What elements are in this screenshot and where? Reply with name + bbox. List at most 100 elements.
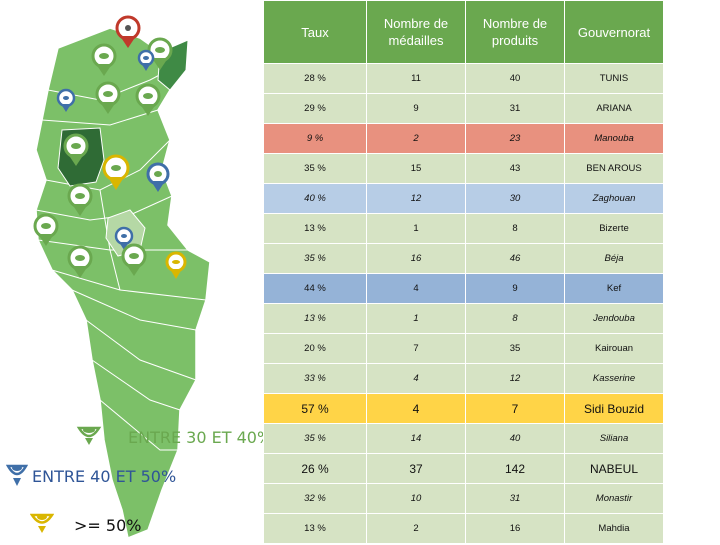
cell-gouvernorat: Mahdia	[564, 513, 664, 544]
table-body: 28 % 11 40 TUNIS 29 % 9 31 ARIANA 9 % 2 23 Manouba 3…	[263, 63, 664, 544]
green-pin-icon	[76, 422, 102, 452]
col-header-label: Nombre de produits	[482, 16, 548, 48]
green-pin-icon	[135, 83, 161, 116]
cell-taux: 32 %	[263, 483, 367, 514]
cell-gouvernorat: Kef	[564, 273, 664, 304]
map-pins	[33, 15, 187, 279]
cell-gouvernorat: ARIANA	[564, 93, 664, 124]
blue-pin-icon	[5, 460, 29, 492]
green-pin-icon	[91, 43, 117, 76]
cell-medailles: 2	[366, 513, 466, 544]
cell-gouvernorat: BEN AROUS	[564, 153, 664, 184]
cell-gouvernorat: Béja	[564, 243, 664, 274]
table-row: 9 % 2 23 Manouba	[263, 123, 664, 154]
cell-gouvernorat: Manouba	[564, 123, 664, 154]
red-pin-icon	[115, 15, 141, 48]
cell-produits: 23	[465, 123, 565, 154]
yellow-pin-icon	[102, 154, 130, 190]
cell-gouvernorat: Kasserine	[564, 363, 664, 394]
blue-pin-icon	[146, 162, 170, 192]
tunisia-map-svg	[33, 15, 211, 540]
cell-taux: 35 %	[263, 153, 367, 184]
cell-gouvernorat: Kairouan	[564, 333, 664, 364]
yellow-pin-icon	[29, 510, 55, 540]
cell-taux: 44 %	[263, 273, 367, 304]
cell-produits: 8	[465, 303, 565, 334]
cell-produits: 31	[465, 483, 565, 514]
green-pin-icon	[67, 245, 93, 278]
legend-label: ENTRE 40 ET 50%	[32, 466, 177, 486]
cell-taux: 20 %	[263, 333, 367, 364]
green-pin-icon	[95, 81, 121, 114]
table-row: 28 % 11 40 TUNIS	[263, 63, 664, 94]
col-header-medailles: Nombre de médailles	[366, 0, 466, 64]
cell-gouvernorat: Bizerte	[564, 213, 664, 244]
legend-label: >= 50%	[74, 515, 142, 535]
legend-item-40-50: ENTRE 40 ET 50%	[5, 460, 177, 492]
cell-produits: 9	[465, 273, 565, 304]
cell-produits: 40	[465, 423, 565, 454]
cell-produits: 31	[465, 93, 565, 124]
cell-gouvernorat: Jendouba	[564, 303, 664, 334]
col-header-taux: Taux	[263, 0, 367, 64]
cell-taux: 13 %	[263, 513, 367, 544]
cell-produits: 16	[465, 513, 565, 544]
table-row: 44 % 4 9 Kef	[263, 273, 664, 304]
cell-gouvernorat: Sidi Bouzid	[564, 393, 664, 424]
cell-produits: 43	[465, 153, 565, 184]
green-pin-icon	[147, 37, 173, 70]
legend-label: ENTRE 30 ET 40%	[128, 427, 273, 447]
legend-item-30-40: ENTRE 30 ET 40%	[76, 422, 272, 452]
cell-gouvernorat: Siliana	[564, 423, 664, 454]
col-header-label: Gouvernorat	[577, 24, 651, 40]
cell-taux: 13 %	[263, 213, 367, 244]
table-row: 13 % 1 8 Jendouba	[263, 303, 664, 334]
table-row: 26 % 37 142 NABEUL	[263, 453, 664, 484]
table-row: 33 % 4 12 Kasserine	[263, 363, 664, 394]
cell-taux: 57 %	[263, 393, 367, 424]
cell-produits: 40	[465, 63, 565, 94]
table-row: 13 % 2 16 Mahdia	[263, 513, 664, 544]
cell-produits: 142	[465, 453, 565, 484]
cell-medailles: 4	[366, 273, 466, 304]
cell-gouvernorat: Monastir	[564, 483, 664, 514]
cell-taux: 35 %	[263, 423, 367, 454]
green-pin-icon	[63, 133, 89, 166]
cell-medailles: 7	[366, 333, 466, 364]
legend-item-50-plus: >= 50%	[29, 510, 142, 540]
table-header-row: Taux Nombre de médailles Nombre de produ…	[263, 0, 664, 64]
col-header-label: Nombre de médailles	[383, 16, 449, 48]
cell-produits: 8	[465, 213, 565, 244]
cell-taux: 33 %	[263, 363, 367, 394]
green-pin-icon	[121, 243, 147, 276]
table-row: 32 % 10 31 Monastir	[263, 483, 664, 514]
col-header-label: Taux	[301, 24, 329, 40]
cell-taux: 40 %	[263, 183, 367, 214]
cell-taux: 9 %	[263, 123, 367, 154]
cell-medailles: 15	[366, 153, 466, 184]
cell-taux: 28 %	[263, 63, 367, 94]
cell-produits: 7	[465, 393, 565, 424]
yellow-pin-icon	[165, 251, 187, 279]
cell-medailles: 16	[366, 243, 466, 274]
cell-medailles: 1	[366, 213, 466, 244]
cell-taux: 35 %	[263, 243, 367, 274]
table-row: 35 % 14 40 Siliana	[263, 423, 664, 454]
table-row: 57 % 4 7 Sidi Bouzid	[263, 393, 664, 424]
blue-pin-icon	[56, 88, 76, 112]
cell-produits: 30	[465, 183, 565, 214]
cell-medailles: 14	[366, 423, 466, 454]
col-header-produits: Nombre de produits	[465, 0, 565, 64]
cell-medailles: 37	[366, 453, 466, 484]
col-header-gouvernorat: Gouvernorat	[564, 0, 664, 64]
cell-medailles: 1	[366, 303, 466, 334]
cell-gouvernorat: TUNIS	[564, 63, 664, 94]
blue-pin-icon	[114, 226, 134, 250]
cell-taux: 26 %	[263, 453, 367, 484]
cell-produits: 12	[465, 363, 565, 394]
cell-medailles: 4	[366, 393, 466, 424]
data-table: Taux Nombre de médailles Nombre de produ…	[263, 0, 664, 544]
cell-produits: 35	[465, 333, 565, 364]
cell-medailles: 9	[366, 93, 466, 124]
green-pin-icon	[33, 213, 59, 246]
